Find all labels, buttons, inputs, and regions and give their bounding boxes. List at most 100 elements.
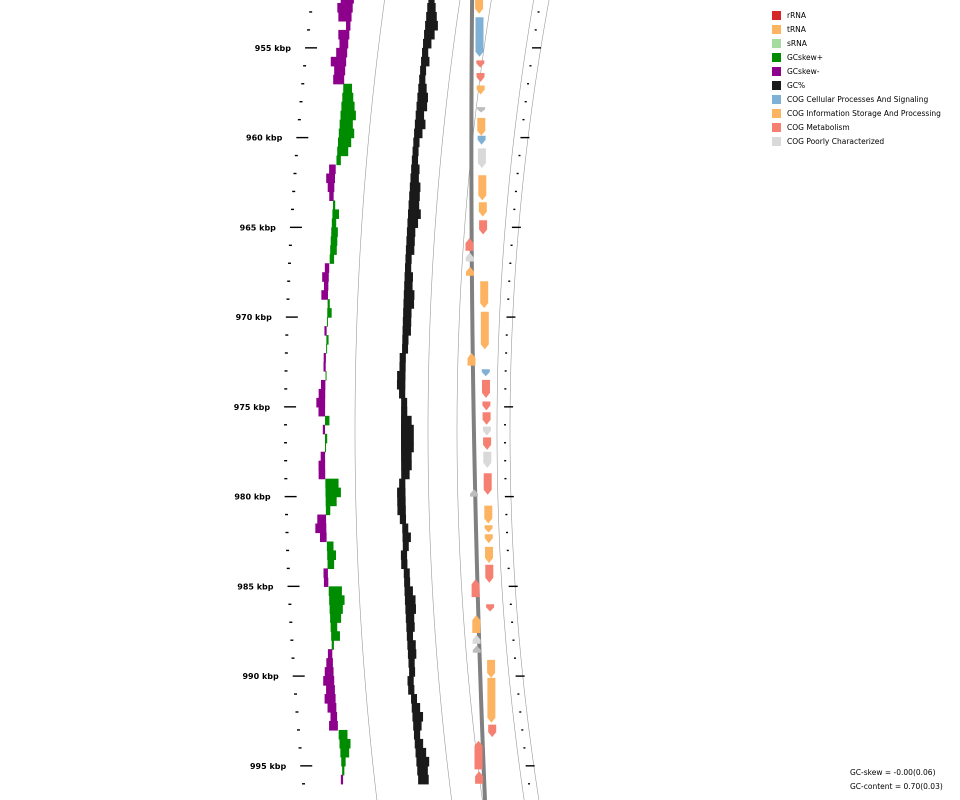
gc-skew-bar: [319, 532, 327, 543]
gc-skew-bar: [326, 173, 336, 184]
gc-content-bar: [426, 11, 437, 22]
legend-label: COG Information Storage And Processing: [787, 108, 941, 118]
gc-content-bar: [401, 442, 414, 453]
gc-skew-bar: [323, 568, 328, 578]
tick-label: 960 kbp: [246, 134, 283, 143]
gene-feature-cog-poor: [483, 451, 492, 468]
gc-content-bar: [408, 209, 421, 219]
gc-content-bar: [401, 415, 412, 426]
gc-content-bar: [405, 604, 416, 614]
legend-entry: rRNA: [772, 8, 941, 22]
gene-feature-cog-metabolism: [471, 579, 480, 598]
gc-skew-bar: [325, 478, 339, 489]
gene-feature-cog-cellular: [477, 135, 486, 145]
gc-content-bar: [403, 299, 415, 309]
gc-content-bar: [402, 532, 411, 543]
gc-content-bar: [407, 676, 414, 686]
gc-content-bar: [408, 200, 420, 210]
backbone-line: [469, 0, 487, 800]
gc-skew-bar: [337, 2, 353, 13]
gc-content-bar: [408, 658, 415, 668]
gc-content-bar: [428, 0, 435, 4]
gene-feature-cog-poor: [477, 148, 486, 169]
gc-skew-bar: [330, 622, 338, 632]
gc-skew-bar: [333, 74, 345, 85]
gc-content-bar: [416, 101, 428, 112]
gene-feature-cog-poor: [472, 634, 481, 644]
gene-feature-cog-poor: [482, 426, 491, 436]
gc-content-bar: [403, 568, 410, 578]
gene-feature-cog-metabolism: [482, 412, 491, 425]
gc-skew-bar: [328, 586, 342, 596]
gc-content-bar: [420, 65, 427, 76]
gc-skew-bar: [316, 397, 326, 408]
gc-skew-bar: [322, 424, 326, 435]
legend-label: COG Metabolism: [787, 122, 850, 132]
gc-content-bar: [399, 353, 406, 363]
guide-line-2: [427, 0, 461, 800]
gc-content-bar: [396, 379, 406, 390]
gc-skew-bar: [320, 379, 326, 390]
legend-label: COG Cellular Processes And Signaling: [787, 94, 929, 104]
gc-skew-bar: [325, 370, 327, 381]
gene-feature-cog-information: [487, 659, 496, 678]
gc-skew-bar: [327, 559, 335, 569]
tick-label: 995 kbp: [250, 762, 287, 771]
gc-content-bar: [408, 685, 415, 695]
gc-content-bar: [404, 586, 413, 596]
gc-skew-bar: [330, 245, 337, 255]
gc-content-bar: [410, 173, 419, 184]
gc-skew-bar: [323, 577, 329, 587]
tick-label: 980 kbp: [234, 493, 271, 502]
gc-skew-bar: [326, 541, 334, 552]
gc-skew-bar: [320, 451, 326, 462]
gene-feature-cog-metabolism: [479, 220, 488, 235]
gc-skew-bar: [337, 146, 349, 157]
gene-feature-cog-metabolism: [465, 238, 474, 251]
tick-label: 970 kbp: [236, 313, 273, 322]
tick-label: 965 kbp: [240, 223, 277, 232]
gc-content-bar: [413, 729, 421, 740]
legend-swatch: [772, 66, 781, 76]
gene-feature-unknown: [477, 107, 486, 113]
gene-feature-cog-information: [480, 311, 489, 350]
gc-content-bar: [402, 541, 409, 552]
gc-skew-bar: [327, 550, 337, 561]
gc-content-bar: [403, 308, 412, 318]
gc-skew-bar: [340, 774, 344, 785]
gc-content-bar: [397, 487, 406, 498]
gc-skew-bar: [318, 388, 326, 399]
gc-content-bar: [405, 245, 415, 255]
gc-content-bar: [415, 110, 425, 121]
gc-content-bar: [401, 397, 408, 408]
gc-skew-bar: [326, 335, 329, 345]
gc-skew-bar: [326, 658, 333, 668]
gc-content-bar: [399, 514, 407, 525]
gc-skew-bar: [340, 110, 356, 121]
gc-skew-bar: [329, 254, 335, 264]
gc-content-bar: [414, 119, 426, 130]
gene-feature-cog-information: [475, 0, 484, 14]
guide-line-1: [354, 0, 385, 800]
legend-entry: COG Cellular Processes And Signaling: [772, 92, 941, 106]
legend-label: GCskew+: [787, 52, 824, 62]
gc-content-bar: [402, 344, 409, 354]
legend-swatch: [772, 122, 781, 132]
gc-content-bar: [427, 2, 436, 13]
gene-feature-cog-information: [476, 85, 485, 95]
gc-content-bar: [405, 254, 412, 264]
legend-label: COG Poorly Characterized: [787, 136, 885, 146]
gc-skew-bar: [327, 308, 332, 318]
legend: rRNA tRNA sRNA GCskew+ GCskew- GC% COG Cellula…: [772, 8, 941, 148]
legend-entry: GC%: [772, 78, 941, 92]
tick-label: 990 kbp: [242, 672, 279, 681]
gc-skew-bar: [324, 263, 330, 273]
track-guide-lines: [354, 0, 550, 800]
gc-content-bar: [401, 451, 412, 462]
gc-skew-bar: [323, 676, 335, 686]
gene-feature-cog-information: [478, 175, 487, 201]
gene-feature-cog-metabolism: [476, 60, 485, 68]
statistics-panel: GC-skew = -0.00(0.06) GC-content = 0.70(…: [850, 766, 943, 794]
legend-entry: COG Information Storage And Processing: [772, 106, 941, 120]
gc-skew-bar: [346, 20, 351, 31]
